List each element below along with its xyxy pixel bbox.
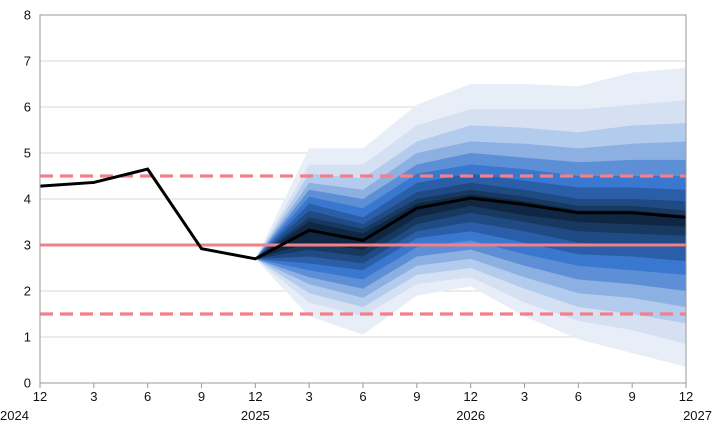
x-axis-tick-labels: 12 2024 3 6 9 12 2025 3 6 9 12 2026 3 6 9 12 2027 bbox=[0, 383, 712, 423]
reference-lines bbox=[40, 174, 686, 316]
x-tick-label-month: 3 bbox=[306, 389, 313, 404]
y-tick-label: 3 bbox=[24, 238, 31, 253]
y-tick-label: 2 bbox=[24, 284, 31, 299]
x-tick-label-month: 6 bbox=[575, 389, 582, 404]
x-tick-label-month: 9 bbox=[413, 389, 420, 404]
x-tick-label-year: 2024 bbox=[0, 408, 29, 423]
y-tick-label: 8 bbox=[24, 8, 31, 23]
x-tick-label-year: 2025 bbox=[241, 408, 270, 423]
x-tick-label-month: 6 bbox=[144, 389, 151, 404]
central-projection-line bbox=[39, 167, 687, 261]
y-tick-label: 1 bbox=[24, 330, 31, 345]
x-tick-label-month: 6 bbox=[359, 389, 366, 404]
x-tick-label-month: 12 bbox=[463, 389, 477, 404]
y-tick-label: 7 bbox=[24, 54, 31, 69]
fan-band bbox=[255, 194, 687, 259]
central-series-line bbox=[39, 167, 687, 261]
y-axis-tick-labels: 0 1 2 3 4 5 6 7 8 bbox=[24, 8, 31, 391]
x-tick-label-month: 12 bbox=[679, 389, 693, 404]
fan-bands bbox=[255, 67, 687, 367]
x-tick-label-year: 2026 bbox=[456, 408, 485, 423]
y-tick-label: 6 bbox=[24, 100, 31, 115]
x-tick-label-month: 12 bbox=[248, 389, 262, 404]
y-tick-label: 5 bbox=[24, 146, 31, 161]
y-tick-label: 4 bbox=[24, 192, 31, 207]
x-tick-label-month: 9 bbox=[629, 389, 636, 404]
x-tick-label-month: 12 bbox=[33, 389, 47, 404]
x-tick-label-month: 3 bbox=[90, 389, 97, 404]
x-tick-label-month: 3 bbox=[521, 389, 528, 404]
x-tick-label-month: 9 bbox=[198, 389, 205, 404]
x-tick-label-year: 2027 bbox=[683, 408, 712, 423]
y-tick-label: 0 bbox=[24, 376, 31, 391]
